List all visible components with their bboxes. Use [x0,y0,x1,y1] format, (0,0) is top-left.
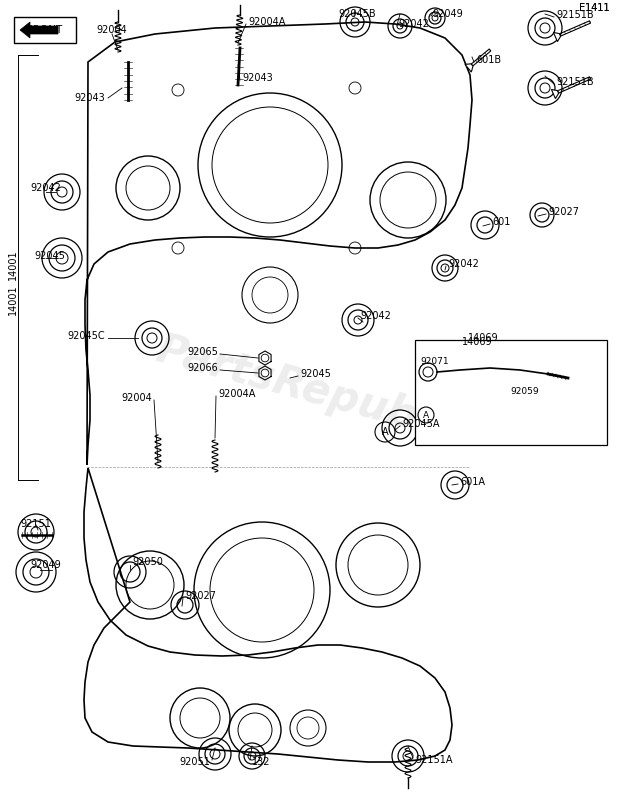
Text: PartsRepublic: PartsRepublic [151,328,473,452]
Text: 92027: 92027 [548,207,579,217]
Text: 92042: 92042 [30,183,61,193]
Text: 92045B: 92045B [338,9,376,19]
Text: 92151A: 92151A [415,755,452,765]
Text: 92043: 92043 [74,93,105,103]
Text: 92065: 92065 [187,347,218,357]
FancyBboxPatch shape [14,17,76,43]
Text: 92151B: 92151B [556,10,593,20]
Text: 601A: 601A [460,477,485,487]
Polygon shape [465,64,473,72]
Text: 92042: 92042 [448,259,479,269]
Polygon shape [20,22,58,38]
Text: 92066: 92066 [187,363,218,373]
Text: 601: 601 [492,217,510,227]
Text: 132: 132 [252,757,270,767]
Polygon shape [552,90,558,98]
Text: 92050: 92050 [132,557,163,567]
Text: 92004A: 92004A [248,17,285,27]
Text: 14069: 14069 [462,337,492,347]
Text: 92059: 92059 [510,387,539,397]
Text: 601B: 601B [476,55,501,65]
Text: 92051: 92051 [179,757,210,767]
Text: 14001: 14001 [8,285,18,315]
Text: E1411: E1411 [579,3,610,13]
Text: 92004A: 92004A [218,389,255,399]
Text: 92043: 92043 [242,73,273,83]
Text: 92045: 92045 [300,369,331,379]
Text: 92004: 92004 [97,25,127,35]
Text: E1411: E1411 [579,3,610,13]
Text: 14069: 14069 [468,333,499,343]
Text: A: A [382,427,388,437]
Text: 92045A: 92045A [402,419,439,429]
Polygon shape [553,33,560,42]
Bar [415,340,607,445]
Text: FRONT: FRONT [27,25,62,35]
Text: 92042: 92042 [398,19,429,29]
Text: 14001: 14001 [8,250,18,280]
Text: 92042: 92042 [360,311,391,321]
Text: 92004: 92004 [121,393,152,403]
Text: 92045: 92045 [34,251,65,261]
Text: 92027: 92027 [185,591,216,601]
Text: 92049: 92049 [432,9,463,19]
Text: 92049: 92049 [30,560,61,570]
Text: 92045C: 92045C [67,331,105,341]
Text: 92151B: 92151B [556,77,593,87]
Text: 92151: 92151 [20,519,51,529]
Text: A: A [423,410,429,419]
Text: 92071: 92071 [420,358,449,366]
